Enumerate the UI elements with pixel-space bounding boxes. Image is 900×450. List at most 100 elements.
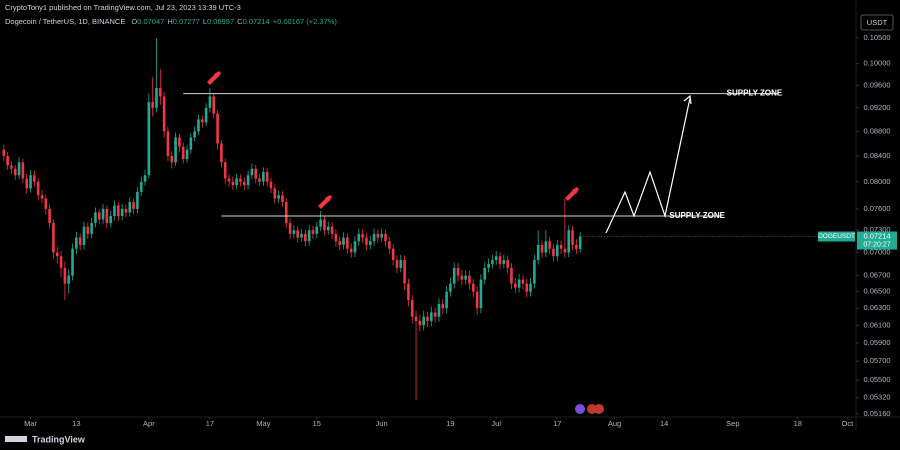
candle-body [143, 175, 147, 182]
x-tick-label: May [256, 419, 270, 428]
candle-body [55, 252, 59, 257]
candle-body [48, 208, 51, 224]
candle-body [78, 237, 82, 245]
y-tick-label: 0.08800 [863, 126, 890, 135]
candle-body [82, 226, 86, 245]
candle-body [445, 291, 448, 309]
candle-body [410, 299, 414, 317]
candle-body [491, 260, 494, 264]
candle-body [124, 208, 128, 213]
event-icon[interactable] [594, 404, 604, 414]
candle-body [292, 230, 296, 234]
o-label: O [131, 17, 137, 26]
c-label: C [237, 17, 243, 26]
candle-body [296, 230, 300, 238]
candle-body [479, 279, 483, 309]
candle-body [349, 248, 353, 253]
candle-body [330, 226, 334, 234]
supply-zone-label: SUPPLY ZONE [727, 89, 783, 98]
candle-body [2, 149, 6, 156]
candle-body [262, 171, 265, 182]
candle-body [193, 131, 196, 138]
candle-body [86, 226, 90, 234]
candle-body [353, 241, 357, 253]
candle-body [418, 320, 422, 326]
candle-body [384, 233, 387, 242]
candle-body [506, 260, 509, 268]
x-tick-label: 17 [553, 419, 561, 428]
y-tick-label: 0.10500 [863, 33, 890, 42]
candle-body [502, 260, 506, 264]
candle-body [63, 267, 67, 284]
currency-box[interactable] [860, 14, 894, 31]
candle-body [166, 131, 170, 156]
candle-body [147, 102, 151, 176]
candle-body [437, 304, 441, 317]
candle-body [365, 237, 368, 245]
top-marker [565, 187, 579, 201]
y-tick-label: 0.07600 [863, 204, 890, 213]
candle-body [452, 267, 456, 284]
x-tick-label: 13 [72, 419, 80, 428]
x-tick-label: 19 [446, 419, 454, 428]
candle-body [304, 233, 307, 242]
y-tick-label: 0.09200 [863, 103, 890, 112]
candle-body [334, 233, 338, 242]
candle-body [178, 137, 181, 147]
candle-body [29, 175, 32, 189]
candle-body [513, 283, 517, 288]
candle-body [464, 275, 467, 280]
currency[interactable]: USDT [867, 18, 888, 27]
candle-body [151, 102, 154, 108]
candle-body [90, 223, 93, 234]
candle-body [407, 283, 410, 300]
h-value: 0.07277 [173, 17, 200, 26]
candle-body [372, 233, 376, 242]
candle-body [25, 178, 29, 189]
candle-body [441, 304, 445, 309]
candle-body [21, 162, 25, 179]
candle-body [380, 233, 383, 238]
candle-body [235, 178, 238, 186]
x-tick-label: Mar [24, 419, 37, 428]
candle-body [120, 208, 124, 216]
symbol: Dogecoin / TetherUS, 1D, BINANCE [5, 17, 125, 26]
candle-body [475, 291, 479, 309]
x-tick-label: Aug [608, 419, 621, 428]
candle-body [529, 283, 532, 292]
x-tick-label: 14 [660, 419, 668, 428]
y-tick-label: 0.05500 [863, 375, 890, 384]
candle-body [525, 283, 529, 292]
candle-body [284, 202, 288, 224]
l-value: 0.06997 [207, 17, 234, 26]
candle-body [204, 107, 208, 123]
candle-body [33, 175, 36, 182]
candle-body [75, 237, 78, 249]
candle-body [399, 260, 403, 268]
plot: 0.10500 0.10000 0.09600 0.09200 0.08800 0.084… [2, 33, 891, 428]
candle-body [307, 230, 311, 242]
candle-body [517, 279, 521, 288]
candle-body [269, 181, 273, 189]
footer-brand: TradingView [32, 434, 86, 444]
candle-body [208, 96, 212, 108]
y-tick-label: 0.07300 [863, 225, 890, 234]
y-tick-label: 0.05900 [863, 338, 890, 347]
candle-body [472, 283, 475, 292]
candle-body [426, 316, 429, 321]
event-icon[interactable] [575, 404, 585, 414]
candle-body [456, 267, 460, 276]
candle-body [250, 168, 254, 176]
top-marker [318, 195, 332, 209]
candle-body [288, 223, 292, 234]
candle-body [281, 195, 284, 203]
candle-body [265, 171, 269, 182]
x-tick-label: 15 [313, 419, 321, 428]
candle-body [323, 219, 326, 231]
candle-body [231, 181, 235, 186]
candle-body [277, 195, 280, 199]
event-icon[interactable] [587, 404, 597, 414]
l-label: L [203, 17, 207, 26]
candle-body [132, 202, 135, 209]
candle-body [483, 267, 487, 280]
